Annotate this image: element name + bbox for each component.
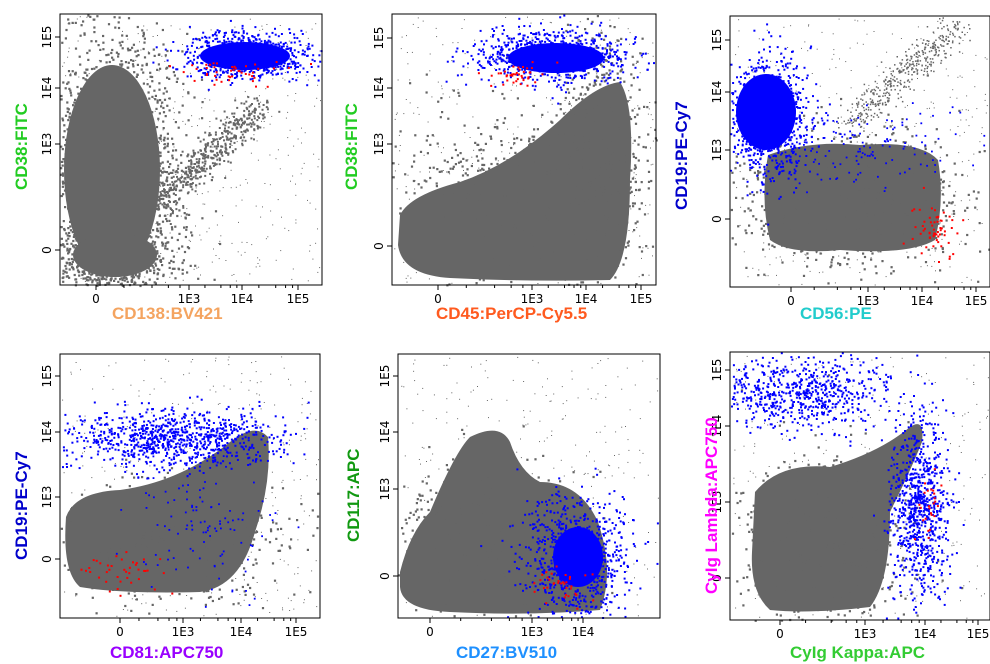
x-tick-label: 1E5 xyxy=(287,292,310,306)
x-tick-label: 1E3 xyxy=(178,292,201,306)
axes-4: 0 1E3 1E4 1E5 0 1E3 1E4 1E5 xyxy=(40,353,321,639)
x-tick-label: 1E5 xyxy=(285,625,308,639)
scatter-points-gray-2 xyxy=(392,15,658,287)
y-tick-label: 0 xyxy=(372,242,386,250)
y-tick-label: 0 xyxy=(710,574,724,582)
y-axis-label-5: CD117:APC xyxy=(344,448,363,542)
y-tick-label: 1E5 xyxy=(40,365,54,388)
y-axis-label-1: CD38:FITC xyxy=(12,103,31,190)
y-tick-label: 1E5 xyxy=(40,26,54,49)
y-tick-label: 1E4 xyxy=(372,77,386,100)
axes-5: 0 1E3 1E4 0 1E3 1E4 1E5 xyxy=(378,353,661,639)
y-tick-label: 1E3 xyxy=(40,133,54,156)
x-tick-label: 1E5 xyxy=(967,627,990,641)
y-tick-label: 0 xyxy=(710,215,724,223)
scatter-panel-2: 0 1E3 1E4 1E5 0 1E3 1E4 1E5 CD38:FITC CD45:PerC… xyxy=(330,0,660,332)
x-tick-label: 1E4 xyxy=(575,292,598,306)
scatter-points-gray-1 xyxy=(60,14,321,288)
scatter-points-red-6 xyxy=(914,468,943,541)
plot-area-3: 0 1E3 1E4 1E5 0 1E3 1E4 1E5 xyxy=(710,15,990,308)
y-axis-label-2: CD38:FITC xyxy=(342,103,361,190)
scatter-panel-1: 0 1E3 1E4 1E5 0 1E3 1E4 1E5 CD38:FITC CD138:BV4… xyxy=(0,0,330,332)
plot-area-4: 0 1E3 1E4 1E5 0 1E3 1E4 1E5 xyxy=(40,353,321,639)
x-tick-label: 1E5 xyxy=(630,292,653,306)
y-tick-label: 1E4 xyxy=(710,81,724,104)
scatter-points-red-2 xyxy=(477,61,559,87)
x-axis-label-6: CyIg Kappa:APC xyxy=(790,643,926,662)
y-tick-label: 1E5 xyxy=(710,359,724,382)
x-tick-label: 1E5 xyxy=(965,294,988,308)
axes-2: 0 1E3 1E4 1E5 0 1E3 1E4 1E5 xyxy=(372,13,657,306)
x-axis-label-1: CD138:BV421 xyxy=(112,304,223,323)
y-axis-label-3: CD19:PE-Cy7 xyxy=(672,101,691,210)
scatter-points-blue-4 xyxy=(62,395,310,608)
scatter-panel-5: 0 1E3 1E4 0 1E3 1E4 1E5 CD117:APC CD27:BV510 xyxy=(330,332,661,664)
scatter-points-blue-3 xyxy=(730,23,986,226)
plot-area-6: 0 1E3 1E4 1E5 0 1E3 1E4 1E5 xyxy=(710,351,990,641)
x-tick-label: 0 xyxy=(434,292,442,306)
y-axis-label-4: CD19:PE-Cy7 xyxy=(12,451,31,560)
x-axis-label-2: CD45:PerCP-Cy5.5 xyxy=(436,304,588,323)
scatter-panel-4: 0 1E3 1E4 1E5 0 1E3 1E4 1E5 CD19:PE-Cy7 CD81:AP… xyxy=(0,332,330,664)
x-tick-label: 1E3 xyxy=(172,625,195,639)
x-tick-label: 1E3 xyxy=(854,627,877,641)
axes-3: 0 1E3 1E4 1E5 0 1E3 1E4 1E5 xyxy=(710,15,990,308)
scatter-points-blue-5 xyxy=(480,467,659,619)
plot-area-5: 0 1E3 1E4 0 1E3 1E4 1E5 xyxy=(378,353,661,639)
y-tick-label: 1E5 xyxy=(710,29,724,52)
x-tick-label: 0 xyxy=(776,627,784,641)
plot-area-2: 0 1E3 1E4 1E5 0 1E3 1E4 1E5 xyxy=(372,13,658,306)
y-tick-label: 1E5 xyxy=(378,365,392,388)
y-tick-label: 0 xyxy=(40,555,54,563)
y-tick-label: 1E4 xyxy=(40,77,54,100)
scatter-panel-3: 0 1E3 1E4 1E5 0 1E3 1E4 1E5 CD19:PE-Cy7 CD56:PE xyxy=(660,0,990,332)
x-axis-label-3: CD56:PE xyxy=(800,304,872,323)
scatter-points-gray-4 xyxy=(60,356,320,617)
scatter-points-blue-2 xyxy=(445,14,655,105)
y-axis-label-6: CyIg Lambda:APC750 xyxy=(702,417,721,594)
y-tick-label: 1E3 xyxy=(40,486,54,509)
y-tick-label: 0 xyxy=(40,246,54,254)
x-tick-label: 1E3 xyxy=(521,292,544,306)
axes-1: 0 1E3 1E4 1E5 0 1E3 1E4 1E5 xyxy=(40,13,323,306)
y-tick-label: 0 xyxy=(378,572,392,580)
scatter-panel-6: 0 1E3 1E4 1E5 0 1E3 1E4 1E5 CyIg Lambda:APC750 … xyxy=(660,332,990,664)
y-tick-label: 1E3 xyxy=(372,133,386,156)
x-axis-label-4: CD81:APC750 xyxy=(110,643,224,662)
y-tick-label: 1E4 xyxy=(40,421,54,444)
scatter-points-red-1 xyxy=(169,61,312,88)
x-tick-label: 1E4 xyxy=(230,625,253,639)
x-tick-label: 1E4 xyxy=(231,292,254,306)
x-tick-label: 1E4 xyxy=(914,627,937,641)
x-tick-label: 1E3 xyxy=(521,625,544,639)
x-tick-label: 1E3 xyxy=(857,294,880,308)
y-tick-label: 1E4 xyxy=(710,415,724,438)
plot-area-1: 0 1E3 1E4 1E5 0 1E3 1E4 1E5 xyxy=(40,13,323,306)
x-tick-label: 0 xyxy=(787,294,795,308)
y-tick-label: 1E4 xyxy=(378,421,392,444)
x-tick-label: 1E4 xyxy=(911,294,934,308)
scatter-points-gray-6 xyxy=(731,355,989,622)
y-tick-label: 1E3 xyxy=(378,478,392,501)
scatter-points-red-5 xyxy=(533,565,595,610)
y-tick-label: 1E5 xyxy=(372,27,386,50)
x-axis-label-5: CD27:BV510 xyxy=(456,643,558,662)
x-tick-label: 0 xyxy=(92,292,100,306)
scatter-points-red-3 xyxy=(902,186,965,263)
scatter-points-red-4 xyxy=(80,551,174,597)
scatter-points-blue-1 xyxy=(152,19,323,91)
x-tick-label: 0 xyxy=(116,625,124,639)
y-tick-label: 1E3 xyxy=(710,139,724,162)
axes-6: 0 1E3 1E4 1E5 0 1E3 1E4 1E5 xyxy=(710,351,990,641)
x-tick-label: 0 xyxy=(426,625,434,639)
scatter-points-gray-5 xyxy=(398,356,659,618)
y-tick-label: 1E3 xyxy=(710,491,724,514)
x-tick-label: 1E4 xyxy=(572,625,595,639)
